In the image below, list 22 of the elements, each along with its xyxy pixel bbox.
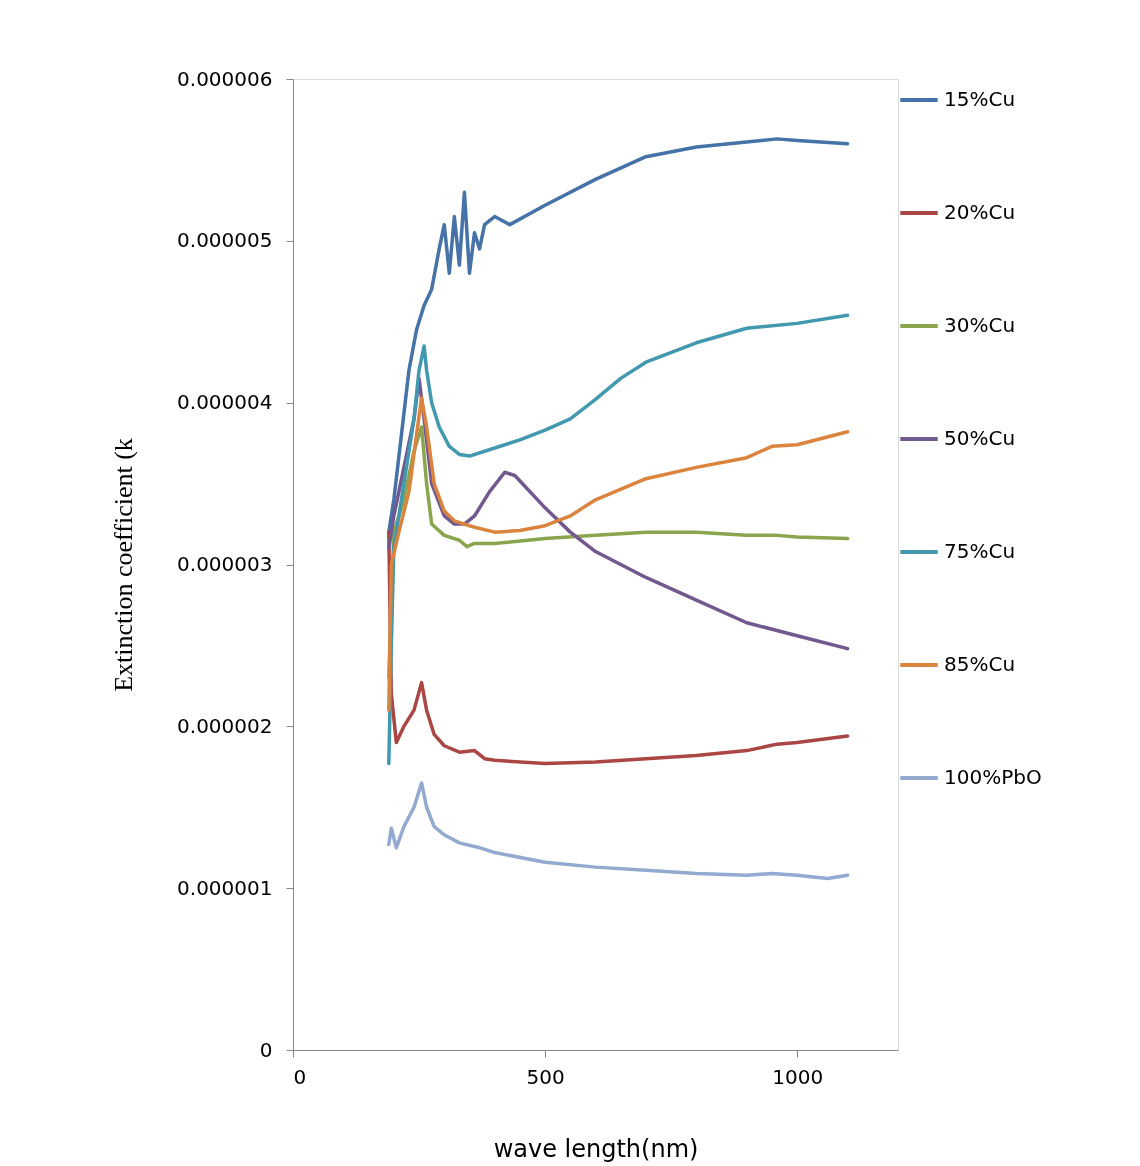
x-tick-label: 500 [526,1064,565,1089]
x-tick-label: 0 [293,1064,307,1089]
line-series [387,781,850,881]
line-series [387,396,850,712]
x-tick-label: 1000 [772,1064,824,1089]
y-tick-label: 0.000004 [177,390,273,415]
legend-label: 100%PbO [944,765,1042,789]
line-series [387,137,850,534]
legend-label: 50%Cu [944,426,1016,450]
y-tick-label: 0.000001 [177,875,273,900]
legend-label: 75%Cu [944,539,1016,563]
legend-label: 15%Cu [944,87,1016,111]
legend-label: 85%Cu [944,652,1016,676]
legend-label: 20%Cu [944,200,1016,224]
y-tick-label: 0.000005 [177,228,273,253]
y-tick-label: 0.000002 [177,713,273,738]
y-tick-label: 0.000003 [177,552,273,576]
legend-label: 30%Cu [944,313,1016,337]
y-tick-label: 0 [259,1037,273,1062]
x-axis-title: wave length(nm) [493,1134,699,1163]
y-tick-label: 0.000006 [177,66,273,91]
y-axis-title: Extinction coefficient (k [109,438,139,692]
